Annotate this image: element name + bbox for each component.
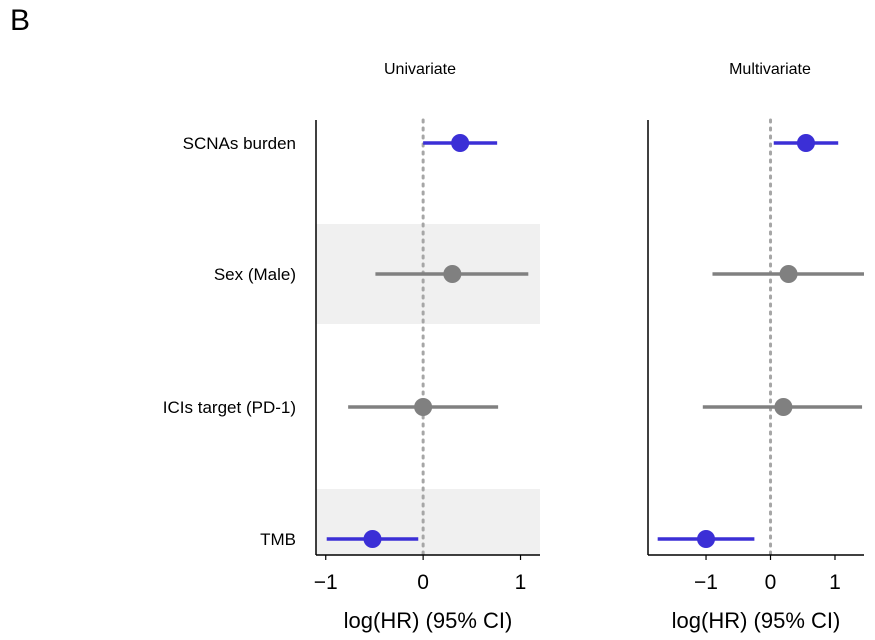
row-label: Sex (Male): [214, 265, 296, 284]
row-shade-band: [316, 489, 540, 555]
estimate-point: [779, 265, 798, 283]
estimate-point: [796, 134, 815, 152]
estimate-point: [443, 265, 462, 283]
forest-panel-1: −1 0 1 Univariate log(HR) (95% CI) SCNAs burd…: [163, 61, 540, 633]
row-label: ICIs target (PD-1): [163, 398, 296, 417]
estimate-point: [774, 398, 793, 416]
x-tick-label: −1: [314, 571, 338, 594]
row-label: SCNAs burden: [183, 134, 296, 153]
estimate-point: [697, 530, 716, 548]
x-axis-label: log(HR) (95% CI): [672, 608, 841, 633]
x-axis-label: log(HR) (95% CI): [344, 608, 513, 633]
panel-title: Multivariate: [729, 61, 811, 78]
estimate-point: [363, 530, 382, 548]
x-tick-label: 0: [765, 571, 777, 594]
panel-letter: B: [10, 4, 31, 37]
x-tick-label: 0: [417, 571, 429, 594]
x-tick-label: −1: [694, 571, 718, 594]
forest-panel-2: −1 0 1 Multivariate log(HR) (95% CI): [647, 61, 864, 633]
x-tick-label: 1: [829, 571, 841, 594]
row-label: TMB: [260, 530, 296, 549]
panel-title: Univariate: [384, 61, 456, 78]
estimate-point: [414, 398, 433, 416]
estimate-point: [451, 134, 470, 152]
x-tick-label: 1: [515, 571, 527, 594]
